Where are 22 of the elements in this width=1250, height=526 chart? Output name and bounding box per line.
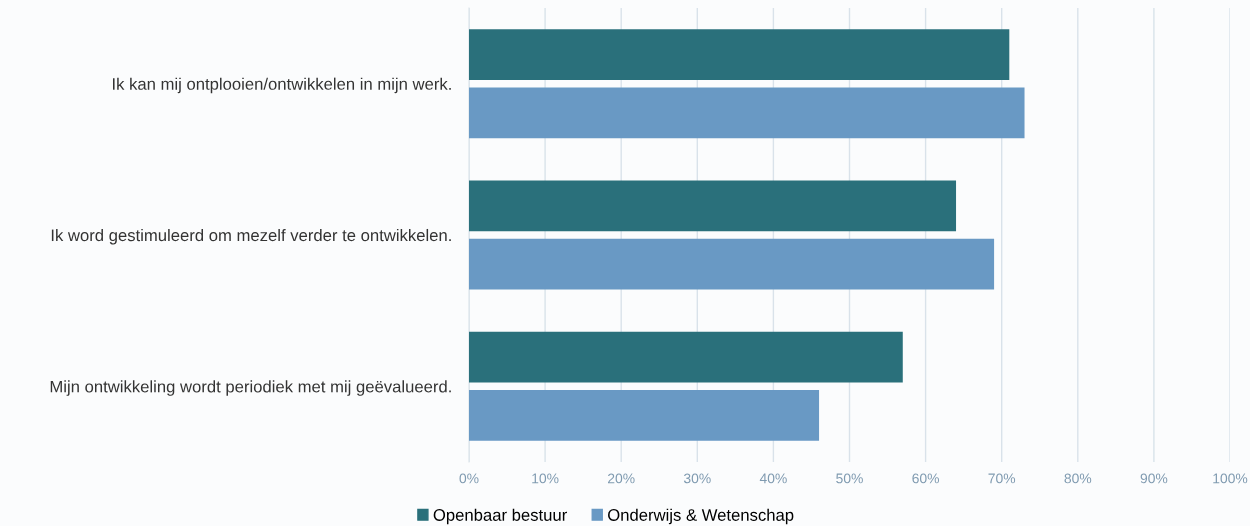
x-tick-label: 80% xyxy=(1064,473,1092,484)
x-tick-label: 100% xyxy=(1213,473,1248,484)
bar xyxy=(469,180,957,232)
x-tick-label: 30% xyxy=(683,473,711,484)
y-tick-label: Ik kan mij ontplooien/ontwikkelen in mijn werk. xyxy=(113,77,451,94)
x-tick-label: 40% xyxy=(759,473,787,484)
y-tick-label: Ik word gestimuleerd om mezelf verder te ontwikkelen. xyxy=(51,228,451,245)
legend-label: Onderwijs & Wetenschap xyxy=(608,508,794,525)
y-tick-label: Mijn ontwikkeling wordt periodiek met mij geëvalueerd. xyxy=(50,380,451,396)
bar xyxy=(469,238,995,290)
x-tick-label: 20% xyxy=(608,473,635,484)
bar xyxy=(469,87,1025,139)
legend-label: Openbaar bestuur xyxy=(433,508,567,525)
x-tick-label: 70% xyxy=(988,473,1016,484)
bar xyxy=(469,390,820,441)
bar xyxy=(469,29,1010,80)
x-tick-label: 0% xyxy=(459,473,479,484)
bar xyxy=(469,331,903,383)
x-tick-label: 50% xyxy=(836,473,863,484)
x-tick-label: 60% xyxy=(912,473,940,484)
x-tick-label: 10% xyxy=(532,473,559,484)
x-tick-label: 90% xyxy=(1140,473,1168,484)
